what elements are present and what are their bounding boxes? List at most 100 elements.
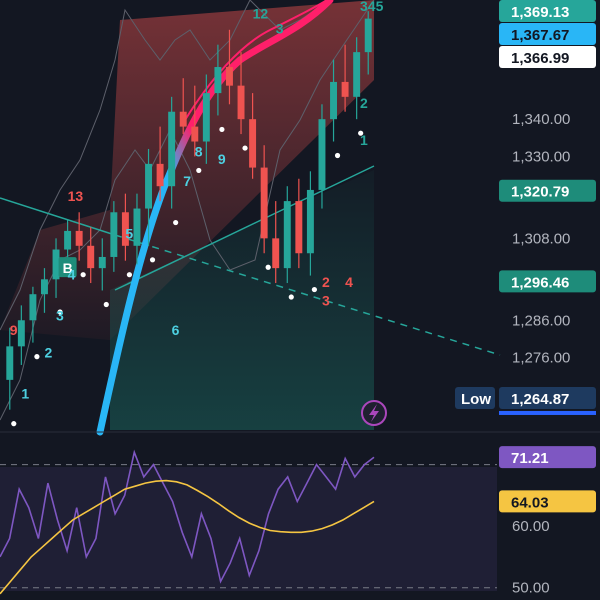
price-tick-label: 1,340.00: [512, 111, 570, 128]
low-underline: [499, 410, 596, 415]
candle-body: [272, 238, 280, 269]
price-tick-label: 1,286.00: [512, 312, 570, 329]
rsi-badge-bg: [499, 446, 596, 469]
trend-number: 4: [68, 266, 76, 282]
candle-body: [318, 119, 326, 190]
price-tick-label: 1,276.00: [512, 350, 570, 367]
rsi-tick-label: 50.00: [512, 580, 550, 597]
candle-body: [364, 18, 372, 53]
low-tag: Low: [461, 391, 491, 408]
trend-number: 6: [172, 322, 180, 338]
signal-dot: [103, 301, 109, 308]
candle-body: [202, 93, 210, 142]
trend-number: 3: [276, 21, 284, 37]
lightning-icon[interactable]: [361, 400, 387, 426]
trend-number: 9: [10, 322, 18, 338]
trend-number: 9: [218, 151, 226, 167]
candle-body: [249, 119, 257, 168]
candle-body: [341, 81, 349, 97]
trend-number: 3: [56, 307, 64, 323]
candle-body: [179, 111, 187, 127]
price-badge: 1,369.13: [511, 4, 569, 21]
price-badge: 1,367.67: [511, 27, 569, 44]
trend-number: 8: [195, 143, 203, 159]
price-badge-bg: [499, 179, 596, 202]
trend-number: 3: [322, 292, 330, 308]
low-tag-bg: [455, 386, 495, 409]
markers: B: [11, 126, 364, 427]
rsi-badge-bg: [499, 490, 596, 513]
price-badge: 1,296.46: [511, 274, 569, 291]
price-badge-bg: [499, 270, 596, 293]
trend-number: 2: [322, 274, 330, 290]
candle-body: [168, 111, 176, 187]
price-badge-bg: [499, 46, 596, 68]
signal-dot: [57, 309, 63, 315]
candle-body: [295, 201, 303, 254]
trend-number: 2: [44, 345, 52, 361]
trend-number: 5: [125, 225, 133, 241]
trend-number: 4: [345, 274, 353, 290]
low-badge: 1,264.87: [511, 391, 569, 408]
candle-body: [226, 67, 233, 86]
rsi-series-signal: [0, 479, 375, 595]
price-axis: 1,340.00 1,330.00 1,308.00 1,286.00 1,276.00…: [455, 0, 596, 597]
signal-dot: [80, 272, 86, 278]
candle-body: [17, 320, 25, 347]
signal-dot: [11, 421, 17, 427]
candle-body: [145, 163, 152, 209]
band-upper: [0, 0, 333, 331]
trend-number: 7: [183, 173, 191, 189]
candle-body: [353, 52, 361, 97]
signal-dot: [219, 126, 225, 133]
support-trendline-dashed[interactable]: [114, 234, 501, 356]
candles: [6, 11, 372, 410]
candle-body: [133, 208, 141, 246]
signal-dot: [173, 219, 179, 226]
rising-trendline[interactable]: [114, 165, 375, 291]
rsi-panel: [0, 449, 497, 595]
price-tick-label: 1,330.00: [512, 148, 570, 165]
candle-body: [191, 126, 199, 142]
candle-body: [6, 346, 14, 380]
candle-body: [260, 167, 268, 239]
signal-dot: [242, 145, 248, 151]
candle-body: [87, 245, 95, 269]
buy-marker: [58, 257, 77, 278]
rsi-series-rsi: [0, 449, 375, 584]
trend-number: 12: [253, 6, 269, 22]
low-badge-bg: [499, 386, 596, 409]
price-badge-bg: [499, 23, 596, 45]
rsi-tick-label: 60.00: [512, 518, 550, 535]
trend-number: 1: [21, 385, 29, 401]
candle-body: [64, 230, 72, 250]
trend-number: 13: [68, 188, 84, 204]
candle-body: [306, 189, 314, 254]
signal-dot: [265, 264, 271, 270]
price-badge: 1,366.99: [511, 50, 569, 67]
signal-dot: [311, 286, 318, 293]
signal-dot: [288, 294, 294, 300]
candle-body: [330, 81, 337, 120]
signal-dot: [358, 130, 364, 136]
support-trendline[interactable]: [0, 197, 116, 236]
signal-dot: [34, 354, 40, 360]
rsi-badge: 71.21: [511, 450, 549, 467]
price-badge-bg: [499, 0, 596, 22]
price-badge: 1,320.79: [511, 184, 569, 201]
candle-body: [214, 67, 222, 94]
ribbon-line: [96, 0, 334, 436]
candle-body: [156, 163, 164, 187]
signal-dot: [196, 167, 202, 174]
signal-dot: [149, 257, 156, 263]
signal-dot: [126, 272, 133, 278]
trendlines: [0, 165, 501, 356]
trend-number: 1: [360, 132, 368, 148]
trend-number: 345: [360, 0, 384, 14]
candle-body: [283, 201, 291, 269]
candle-body: [41, 279, 48, 295]
candle-body: [52, 249, 60, 280]
candle-body: [29, 294, 37, 321]
